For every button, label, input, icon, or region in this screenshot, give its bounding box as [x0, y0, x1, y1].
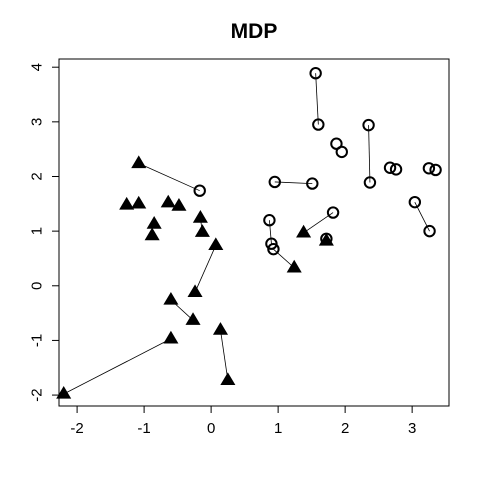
triangle-point	[318, 232, 334, 246]
y-tick-label: 4	[29, 63, 46, 71]
circle-point	[268, 175, 281, 189]
triangle-point	[146, 216, 162, 229]
triangle-point	[163, 292, 179, 305]
y-tick-label: 0	[29, 282, 46, 290]
y-tick-label: 3	[29, 118, 46, 126]
chart-title: MDP	[231, 20, 278, 43]
connector-line	[220, 329, 229, 381]
triangle-point	[212, 322, 229, 335]
triangle-point	[194, 224, 210, 237]
x-axis: -2 -1 0 1 2 3	[70, 405, 416, 437]
x-tick-label: -2	[70, 420, 83, 437]
y-tick-label: 2	[29, 172, 46, 180]
connector-line	[63, 338, 172, 395]
circle-point	[408, 195, 422, 209]
triangle-point	[119, 196, 135, 210]
triangle-point	[185, 312, 201, 325]
circle-point	[423, 224, 436, 238]
triangle-point	[171, 198, 187, 211]
circle-point	[267, 242, 280, 256]
circle-point	[383, 161, 397, 174]
circle-point	[389, 163, 403, 176]
circle-point	[429, 163, 442, 177]
x-tick-label: 0	[207, 420, 215, 437]
data-points	[56, 67, 442, 399]
triangle-point	[296, 224, 312, 238]
circle-point	[306, 177, 319, 190]
circle-point	[326, 206, 340, 219]
connector-line	[368, 125, 371, 183]
triangle-point	[192, 210, 208, 223]
circle-point	[263, 214, 276, 227]
y-axis: -2 -1 0 1 2 3 4	[29, 63, 60, 402]
connector-line	[194, 245, 217, 293]
y-tick-label: 1	[29, 227, 46, 235]
circle-point	[363, 176, 377, 189]
x-tick-label: 2	[341, 420, 349, 437]
circle-point	[309, 67, 322, 80]
triangle-point	[286, 259, 302, 273]
triangle-point	[160, 194, 176, 208]
circle-point	[265, 237, 278, 250]
triangle-point	[187, 284, 203, 298]
circle-point	[335, 145, 348, 159]
triangle-point	[163, 330, 179, 344]
y-tick-label: -2	[29, 388, 46, 401]
connector-line	[315, 73, 319, 125]
triangle-point	[220, 372, 236, 386]
triangle-point	[144, 227, 160, 241]
connector-line	[138, 163, 200, 192]
connector-line	[269, 220, 272, 244]
triangle-point	[208, 237, 224, 251]
x-tick-label: 3	[408, 420, 416, 437]
x-tick-label: 1	[274, 420, 282, 437]
triangle-point	[56, 385, 72, 399]
triangle-point	[131, 155, 147, 169]
circle-point	[422, 162, 436, 175]
circle-point	[362, 118, 375, 132]
y-tick-label: -1	[29, 334, 46, 347]
connector-line	[274, 181, 313, 184]
x-tick-label: -1	[137, 420, 150, 437]
circle-point	[193, 184, 206, 197]
triangle-point	[131, 195, 147, 209]
circle-point	[312, 118, 325, 131]
